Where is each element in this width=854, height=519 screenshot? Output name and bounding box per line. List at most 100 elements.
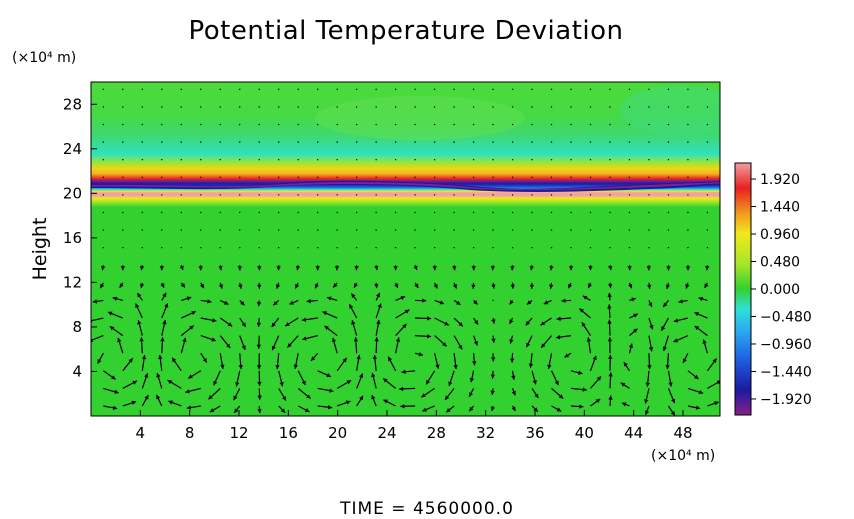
vector-arrowhead [490,390,495,395]
vector-arrowhead [271,322,276,328]
colorbar-tick-label: −1.440 [760,364,812,380]
vector-dot [628,246,631,249]
vector-dot [278,159,280,161]
y-tick-label: 8 [72,318,82,336]
vector-dot [667,176,670,179]
vector-dot [200,211,202,214]
vector-dot [180,229,182,231]
vector-dot [336,141,338,143]
vector-dot [453,194,455,196]
vector-dot [687,246,689,249]
vector-dot [278,141,280,143]
vector-dot [609,246,611,249]
vector-arrowhead [586,337,591,342]
vector-dot [492,159,494,161]
vector-arrowhead [393,266,398,271]
vector-dot [511,246,514,249]
vector-arrowhead [549,266,554,271]
vector-arrowhead [271,345,276,351]
vector-arrowhead [568,266,574,271]
x-tick-label: 20 [328,424,347,442]
vector-arrowhead [543,300,549,305]
vector-dot [219,229,221,231]
vector-arrowhead [237,266,242,271]
vector-dot [472,211,475,214]
vector-dot [394,159,397,161]
vector-arrowhead [561,298,566,303]
vector-dot [161,88,163,91]
vector-dot [141,176,144,179]
vector-dot [336,194,338,196]
vector-dot [433,194,436,196]
vector-dot [278,123,280,126]
vector-arrowhead [595,398,601,404]
vector-dot [394,246,397,249]
vector-dot [278,211,280,214]
vector-arrowhead [649,324,654,330]
vector-arrowhead [698,389,704,395]
vector-arrowhead [167,380,173,385]
vector-dot [161,106,163,108]
vector-arrowhead [509,319,514,324]
vector-arrowhead [311,356,316,361]
vector-dot [609,194,611,196]
vector-dot [492,246,494,249]
vector-arrowhead [426,334,432,339]
vector-arrowhead [491,338,496,343]
vector-dot [589,88,592,91]
vector-arrowhead [281,395,286,401]
vector-arrowhead [694,312,699,317]
vector-dot [336,229,338,231]
vector-arrowhead [160,337,165,342]
vector-arrowhead [395,337,401,342]
vector-dot [219,159,221,161]
vector-dot [141,229,144,231]
vector-dot [511,229,514,231]
vector-arrowhead [568,283,573,289]
vector-arrowhead [240,300,245,306]
vector-arrowhead [453,364,458,370]
vector-dot [531,88,533,91]
vector-dot [297,88,299,91]
vector-dot [648,123,650,126]
vector-arrowhead [608,265,613,271]
vector-arrowhead [646,266,652,271]
vector-dot [375,229,377,231]
vector-arrowhead [377,303,382,308]
x-tick-label: 32 [476,424,495,442]
vector-arrowhead [712,358,717,364]
vector-dot [472,106,475,108]
vector-arrowhead [233,395,238,401]
vector-dot [141,246,144,249]
vector-dot [511,176,514,179]
vector-arrowhead [698,296,704,302]
vector-dot [609,211,611,214]
vector-arrowhead [139,265,145,271]
vector-dot [648,246,650,249]
vector-dot [355,176,358,179]
vector-dot [531,246,533,249]
vector-arrowhead [452,266,457,271]
vector-arrowhead [647,365,652,370]
vector-dot [141,211,144,214]
vector-arrowhead [445,395,450,400]
vector-arrowhead [399,386,404,392]
vector-dot [180,211,182,214]
vector-arrowhead [223,300,229,305]
x-tick-label: 48 [673,424,692,442]
vector-dot [589,123,592,126]
vector-arrowhead [526,300,532,305]
vector-dot [492,229,494,231]
vector-dot [316,159,319,161]
vector-arrowhead [607,283,613,289]
vector-arrowhead [578,370,583,375]
vector-dot [355,141,358,143]
vector-dot [472,159,475,161]
vector-dot [414,88,416,91]
vector-dot [433,106,436,108]
vector-arrowhead [510,266,515,271]
vector-dot [355,88,358,91]
vector-arrowhead [694,374,699,379]
vector-arrowhead [490,357,496,362]
plot-area [91,82,720,416]
